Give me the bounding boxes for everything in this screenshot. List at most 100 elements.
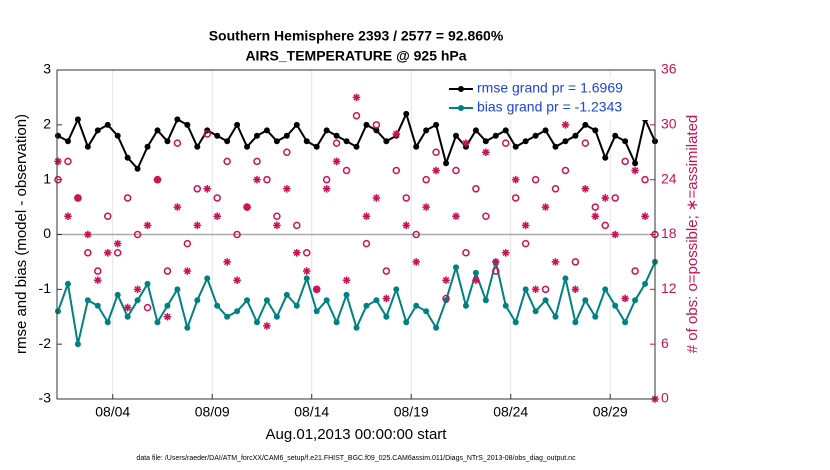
point bbox=[204, 275, 211, 282]
obs-possible bbox=[631, 267, 639, 275]
point bbox=[542, 127, 549, 134]
point bbox=[562, 138, 569, 145]
obs-assimilated bbox=[631, 166, 639, 175]
point bbox=[632, 160, 639, 167]
point bbox=[164, 302, 171, 309]
obs-possible bbox=[332, 139, 341, 147]
obs-assimilated bbox=[93, 276, 102, 284]
point bbox=[194, 143, 201, 150]
point bbox=[214, 132, 221, 139]
point bbox=[602, 154, 609, 161]
obs-possible bbox=[591, 203, 600, 211]
x-tick-label: 08/04 bbox=[95, 404, 130, 420]
obs-assimilated bbox=[273, 221, 281, 230]
point bbox=[184, 121, 191, 128]
point bbox=[433, 121, 440, 128]
point bbox=[323, 297, 330, 304]
point bbox=[522, 286, 529, 293]
x-axis-label: Aug.01,2013 00:00:00 start bbox=[266, 426, 448, 443]
obs-assimilated bbox=[143, 221, 152, 230]
point bbox=[413, 302, 420, 309]
point bbox=[293, 121, 300, 128]
point bbox=[612, 132, 619, 139]
x-tick-label: 08/14 bbox=[294, 404, 329, 420]
obs-assimilated bbox=[183, 267, 192, 275]
point bbox=[552, 313, 559, 320]
obs-possible bbox=[223, 157, 231, 166]
obs-possible bbox=[581, 139, 590, 147]
obs-possible bbox=[253, 157, 261, 166]
point bbox=[263, 297, 270, 304]
obs-assimilated bbox=[54, 157, 62, 166]
obs-possible bbox=[293, 221, 301, 230]
obs-possible bbox=[193, 185, 202, 193]
obs-assimilated bbox=[511, 175, 520, 184]
y-tick-label: -1 bbox=[39, 280, 52, 296]
point bbox=[502, 127, 509, 134]
obs-assimilated bbox=[472, 276, 480, 284]
obs-assimilated bbox=[223, 258, 231, 266]
obs-possible bbox=[143, 303, 152, 312]
obs-possible bbox=[621, 157, 629, 166]
point bbox=[592, 313, 599, 320]
obs-possible bbox=[382, 267, 391, 275]
point bbox=[134, 165, 141, 172]
point bbox=[74, 116, 81, 123]
point bbox=[94, 127, 101, 134]
obs-assimilated bbox=[551, 258, 560, 266]
obs-possible bbox=[64, 157, 72, 166]
obs-assimilated bbox=[601, 194, 610, 202]
y2-tick-label: 6 bbox=[661, 335, 669, 351]
obs-assimilated bbox=[531, 285, 540, 294]
point bbox=[482, 138, 489, 145]
obs-possible bbox=[412, 230, 420, 239]
y2-tick-label: 24 bbox=[661, 170, 677, 186]
obs-assimilated bbox=[352, 93, 361, 102]
point bbox=[383, 313, 390, 320]
point bbox=[104, 121, 111, 128]
obs-assimilated bbox=[243, 203, 251, 211]
obs-possible bbox=[302, 249, 311, 257]
obs-possible bbox=[462, 249, 470, 257]
chart-title: Southern Hemisphere 2393 / 2577 = 92.860… bbox=[209, 28, 504, 44]
obs-possible bbox=[541, 285, 550, 294]
point bbox=[114, 291, 121, 298]
obs-possible bbox=[173, 139, 182, 147]
point bbox=[552, 143, 559, 150]
obs-possible bbox=[561, 166, 570, 175]
obs-possible bbox=[352, 111, 361, 120]
obs-assimilated bbox=[113, 239, 122, 248]
obs-possible bbox=[442, 294, 450, 303]
point bbox=[124, 154, 131, 161]
obs-possible bbox=[54, 175, 62, 184]
obs-assimilated bbox=[263, 322, 271, 330]
point bbox=[582, 297, 589, 304]
legend-marker bbox=[458, 105, 464, 111]
point bbox=[612, 302, 619, 309]
point bbox=[253, 319, 260, 326]
point bbox=[303, 138, 310, 145]
obs-possible bbox=[571, 258, 580, 266]
obs-possible bbox=[611, 194, 619, 202]
obs-assimilated bbox=[372, 194, 381, 202]
obs-assimilated bbox=[561, 121, 570, 129]
point bbox=[74, 341, 81, 348]
point bbox=[54, 308, 61, 315]
point bbox=[532, 132, 539, 139]
point bbox=[244, 143, 251, 150]
point bbox=[393, 286, 400, 293]
obs-assimilated bbox=[322, 185, 331, 193]
obs-assimilated bbox=[292, 248, 301, 257]
y2-tick-label: 18 bbox=[661, 225, 677, 241]
point bbox=[423, 127, 430, 134]
obs-possible bbox=[283, 148, 291, 156]
obs-assimilated bbox=[541, 203, 550, 211]
obs-assimilated bbox=[442, 276, 450, 284]
obs-assimilated bbox=[133, 285, 142, 294]
legend-label: rmse grand pr = 1.6969 bbox=[477, 80, 623, 96]
obs-possible bbox=[551, 185, 560, 193]
obs-assimilated bbox=[382, 294, 391, 303]
point bbox=[194, 297, 201, 304]
point bbox=[174, 116, 181, 123]
obs-assimilated bbox=[641, 212, 649, 221]
